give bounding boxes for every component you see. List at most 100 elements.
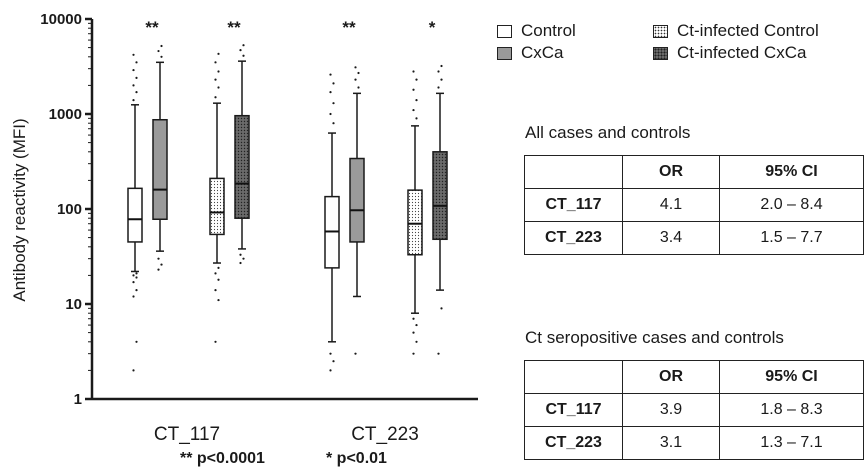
outlier-point	[412, 331, 415, 334]
outlier-point	[354, 352, 357, 355]
y-tick-label: 1000	[49, 106, 82, 123]
legend-item-ct-cxca: Ct-infected CxCa	[653, 42, 806, 64]
box-iqr	[127, 187, 143, 243]
outlier-point	[412, 70, 415, 73]
table-cell-ci: 2.0 – 8.4	[719, 188, 864, 222]
outlier-point	[132, 281, 135, 284]
outlier-point	[132, 295, 135, 298]
y-tick-label: 10000	[40, 11, 82, 28]
legend-swatch-control	[497, 24, 512, 38]
outlier-point	[214, 289, 217, 292]
outlier-point	[160, 55, 163, 58]
or-table-seropositive: OR 95% CI CT_117 3.9 1.8 – 8.3 CT_223 3.…	[524, 360, 864, 460]
table-header-cell	[524, 155, 623, 189]
outlier-point	[135, 276, 138, 279]
legend-swatch-cxca	[497, 46, 512, 60]
outlier-point	[329, 91, 332, 94]
outlier-point	[157, 268, 160, 271]
box-ct_117-ct-infected-control	[209, 52, 225, 343]
outlier-point	[217, 266, 220, 269]
outlier-point	[132, 99, 135, 102]
outlier-point	[415, 99, 418, 102]
outlier-point	[132, 274, 135, 277]
outlier-point	[157, 257, 160, 260]
outlier-point	[242, 54, 245, 57]
outlier-point	[135, 61, 138, 64]
table-row-label: CT_223	[524, 426, 623, 460]
table-cell-or: 3.4	[622, 221, 720, 255]
x-tick-label-ct117: CT_117	[154, 424, 220, 445]
outlier-point	[332, 360, 335, 363]
outlier-point	[132, 68, 135, 72]
outlier-point	[135, 76, 138, 79]
significance-markers: ** ** ** *	[145, 18, 435, 37]
x-tick-label-ct223: CT_223	[351, 424, 419, 445]
table-header-cell: OR	[622, 155, 720, 189]
outlier-point	[132, 53, 135, 56]
outlier-point	[214, 272, 217, 275]
legend-label-ct-control: Ct-infected Control	[677, 21, 819, 40]
significance-marker: *	[429, 18, 436, 37]
outlier-point	[332, 122, 335, 125]
table-cell-or: 3.9	[622, 393, 720, 427]
outlier-point	[217, 70, 220, 73]
outlier-point	[217, 86, 220, 89]
legend-label-control: Control	[521, 21, 576, 40]
outlier-point	[437, 352, 440, 355]
y-tick-label: 10	[65, 296, 82, 313]
legend-item-control: Control	[497, 20, 576, 42]
outlier-point	[412, 88, 415, 91]
outlier-point	[415, 78, 418, 81]
outlier-point	[415, 117, 418, 120]
box-ct_223-control	[324, 73, 340, 372]
box-iqr	[407, 189, 423, 256]
outlier-point	[354, 78, 357, 81]
or-table-all: OR 95% CI CT_117 4.1 2.0 – 8.4 CT_223 3.…	[524, 155, 864, 255]
box-ct_117-ct-infected-cxca	[234, 44, 250, 265]
outlier-point	[415, 323, 418, 327]
outlier-point	[217, 278, 220, 281]
table-cell-ci: 1.8 – 8.3	[719, 393, 864, 427]
outlier-point	[214, 61, 217, 64]
box-ct_117-cxca	[152, 44, 168, 271]
table-row-label: CT_117	[524, 188, 623, 222]
table-cell-ci: 1.5 – 7.7	[719, 221, 864, 255]
box-iqr	[349, 157, 365, 243]
outlier-point	[440, 307, 443, 310]
box-iqr	[432, 151, 448, 241]
table-title-seropositive: Ct seropositive cases and controls	[525, 328, 784, 347]
legend-label-cxca: CxCa	[521, 43, 564, 62]
outlier-point	[160, 44, 163, 48]
outlier-point	[242, 257, 245, 260]
outlier-point	[239, 261, 242, 265]
legend-label-ct-cxca: Ct-infected CxCa	[677, 43, 807, 62]
table-row-label: CT_223	[524, 221, 623, 255]
outlier-point	[412, 317, 415, 320]
outlier-point	[412, 108, 415, 112]
table-row: CT_223 3.4 1.5 – 7.7	[524, 221, 864, 255]
table-row: CT_117 4.1 2.0 – 8.4	[524, 188, 864, 222]
outlier-point	[217, 298, 220, 302]
outlier-point	[157, 49, 160, 53]
outlier-point	[217, 52, 220, 55]
table-title-all: All cases and controls	[525, 123, 691, 142]
outlier-point	[239, 253, 242, 256]
legend-swatch-ct-control	[653, 24, 668, 38]
outlier-point	[332, 102, 335, 105]
outlier-point	[440, 64, 443, 68]
table-cell-ci: 1.3 – 7.1	[719, 426, 864, 460]
outlier-point	[214, 340, 217, 343]
table-row: CT_223 3.1 1.3 – 7.1	[524, 426, 864, 460]
outlier-point	[412, 352, 415, 355]
outlier-point	[329, 112, 332, 116]
box-ct_223-ct-infected-cxca	[432, 64, 448, 355]
table-header-cell: OR	[622, 360, 720, 394]
box-iqr	[209, 177, 225, 236]
table-cell-or: 3.1	[622, 426, 720, 460]
footnote-p01: * p<0.01	[326, 450, 387, 467]
legend-swatch-ct-cxca	[653, 46, 668, 60]
outlier-point	[132, 84, 135, 87]
significance-marker: **	[145, 18, 159, 37]
box-iqr	[234, 114, 250, 219]
